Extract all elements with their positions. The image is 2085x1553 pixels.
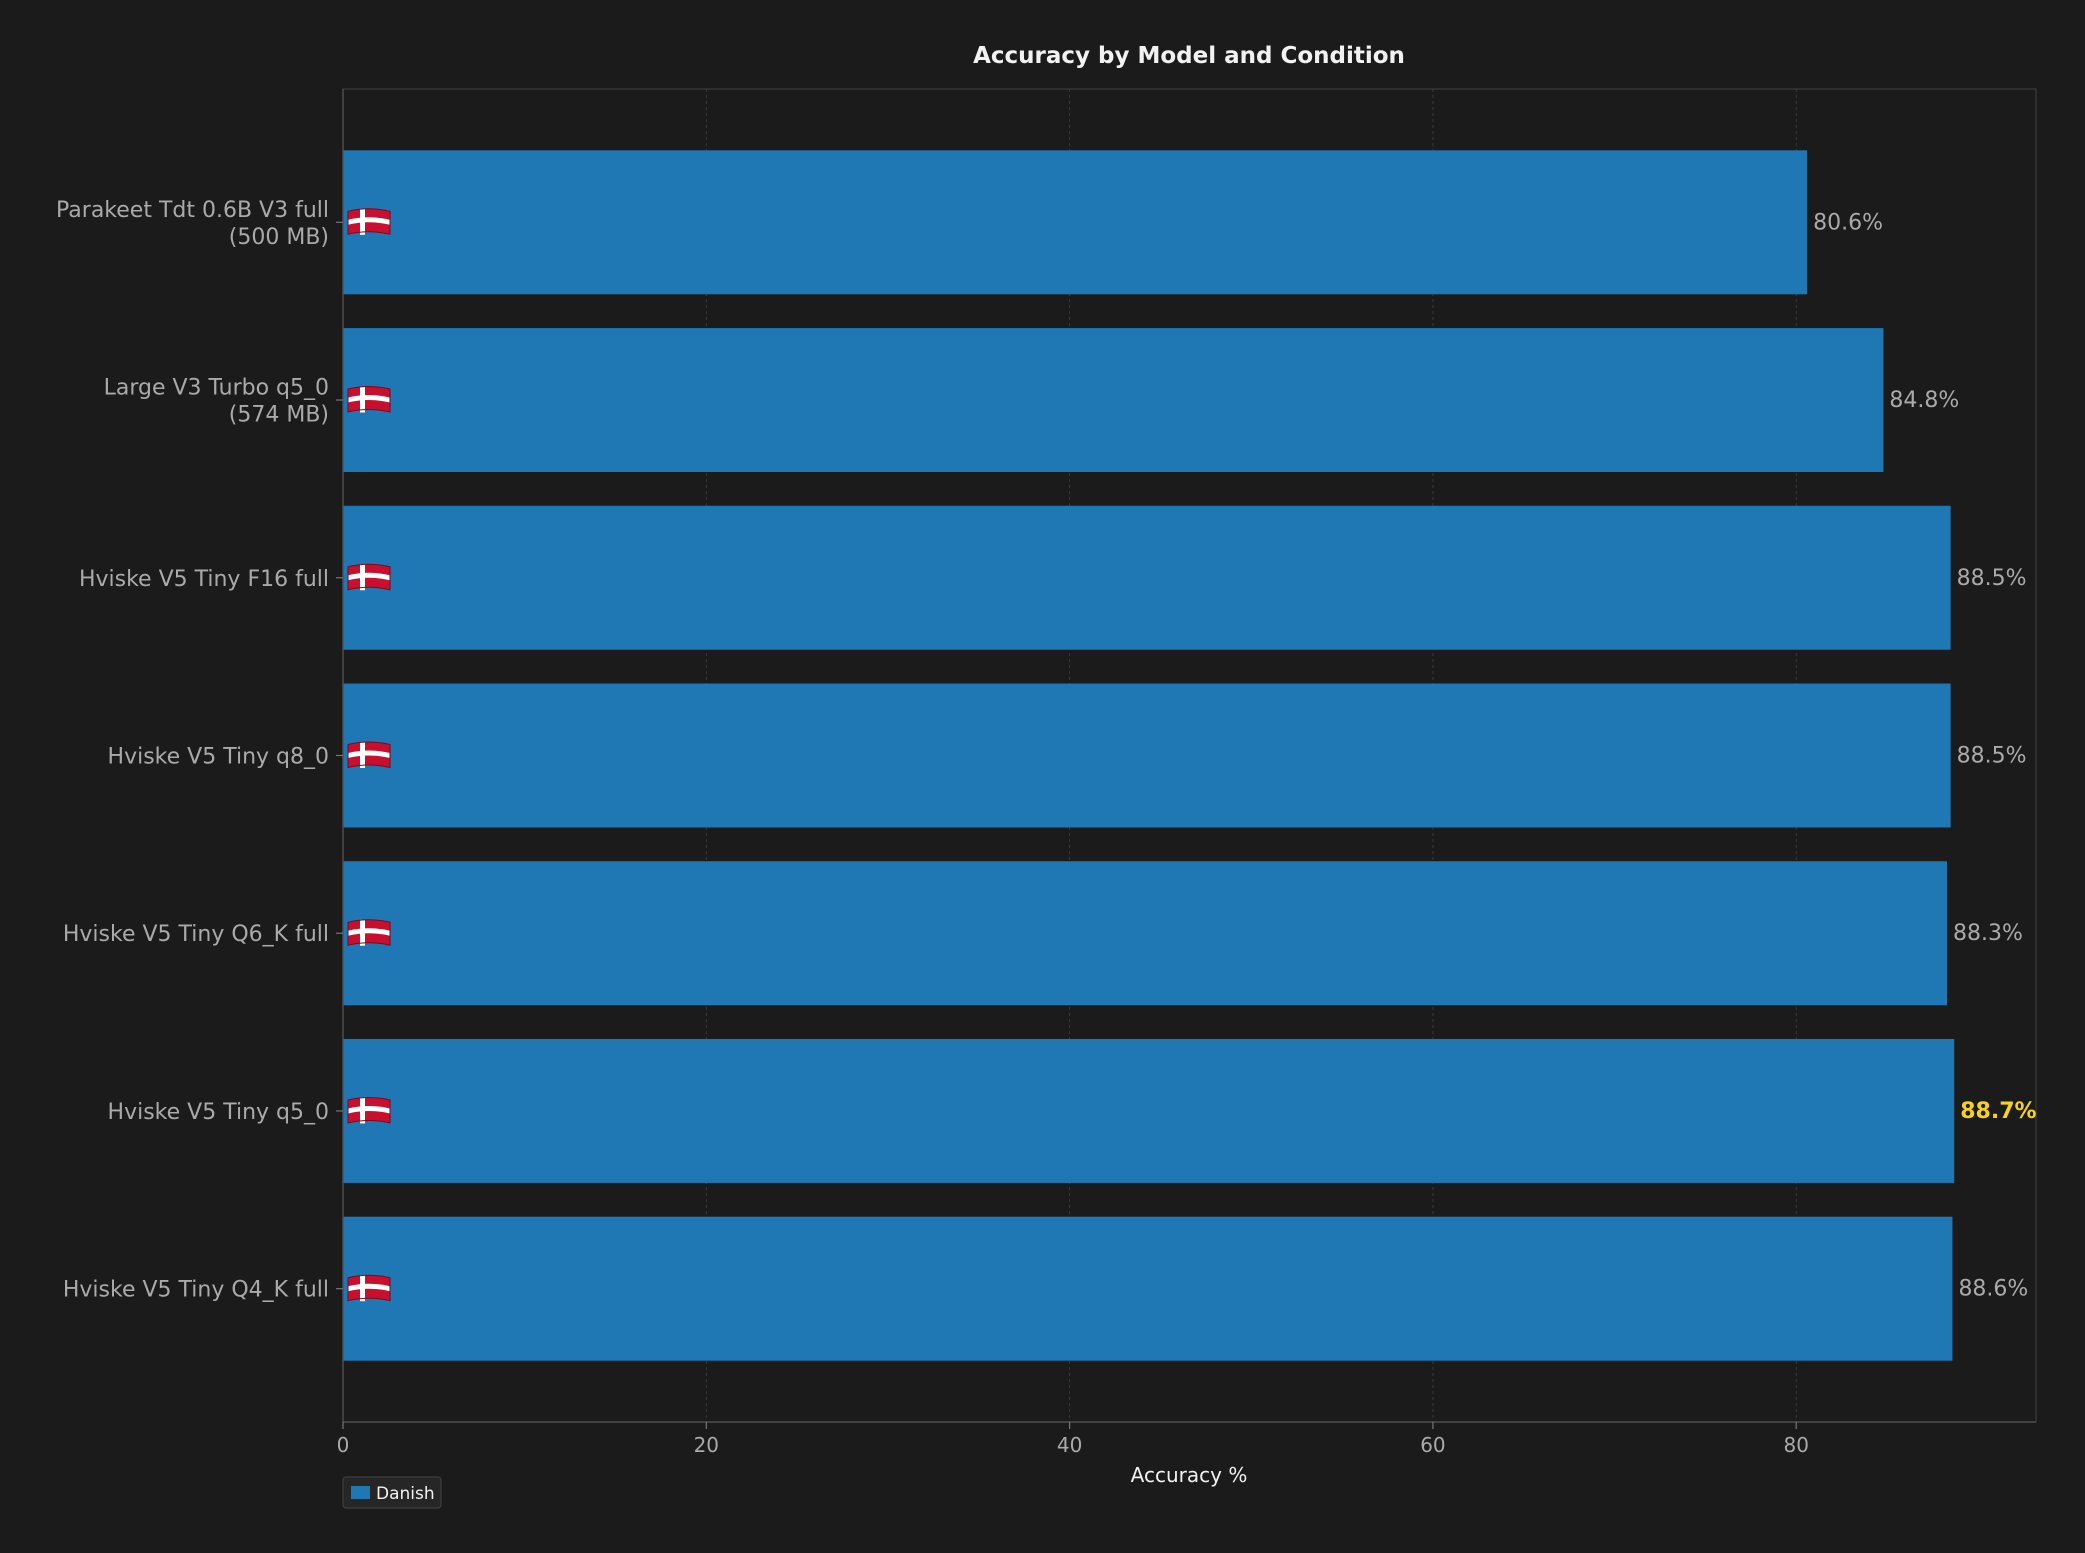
legend-swatch [351,1486,370,1499]
danish-flag-icon [347,919,391,946]
bar-value-label: 88.6% [1958,1277,2028,1302]
category-labels: 80.6% Parakeet Tdt 0.6B V3 full(500 MB) 84… [56,198,2037,1303]
bar-value-label: 88.7% [1960,1099,2036,1124]
chart-title: Accuracy by Model and Condition [973,43,1405,69]
danish-flag-icon [347,741,391,769]
legend-label: Danish [376,1484,435,1504]
danish-flag-icon [347,563,391,591]
category-label: Hviske V5 Tiny q8_0 [108,745,329,770]
danish-flag-icon [347,1096,391,1124]
x-axis-ticks: 0 20 40 60 80 [337,1422,1809,1457]
bar [343,861,1947,1006]
category-label: Hviske V5 Tiny q5_0 [108,1100,329,1125]
bar-value-label: 88.5% [1957,566,2027,591]
category-label: Large V3 Turbo q5_0 [104,376,329,401]
category-label: Hviske V5 Tiny Q4_K full [63,1278,329,1303]
bar-value-label: 80.6% [1813,210,1883,235]
bars [343,150,1955,1361]
x-tick-label: 60 [1420,1433,1445,1457]
bar-value-label: 88.5% [1957,744,2027,769]
danish-flag-icon [347,386,391,413]
category-label: (574 MB) [229,403,329,428]
legend-box [342,1476,442,1509]
bar [343,328,1884,473]
bar-value-label: 88.3% [1953,921,2023,946]
bar-value-label: 84.8% [1889,388,1959,413]
category-label: (500 MB) [229,225,329,250]
category-label: Hviske V5 Tiny F16 full [79,567,329,592]
category-label: Hviske V5 Tiny Q6_K full [63,922,329,947]
bar [343,1216,1953,1361]
danish-flag-icon [347,208,391,235]
x-tick-label: 80 [1783,1433,1808,1457]
x-tick-label: 40 [1057,1433,1082,1457]
bar [343,683,1951,828]
danish-flag-icon [347,1274,391,1302]
bar [343,150,1808,295]
legend: Danish [342,1476,442,1509]
bar [343,505,1951,650]
bar [343,1038,1955,1183]
x-axis-label: Accuracy % [1131,1463,1248,1487]
category-label: Parakeet Tdt 0.6B V3 full [56,198,329,223]
x-tick-label: 0 [337,1433,350,1457]
x-tick-label: 20 [694,1433,719,1457]
